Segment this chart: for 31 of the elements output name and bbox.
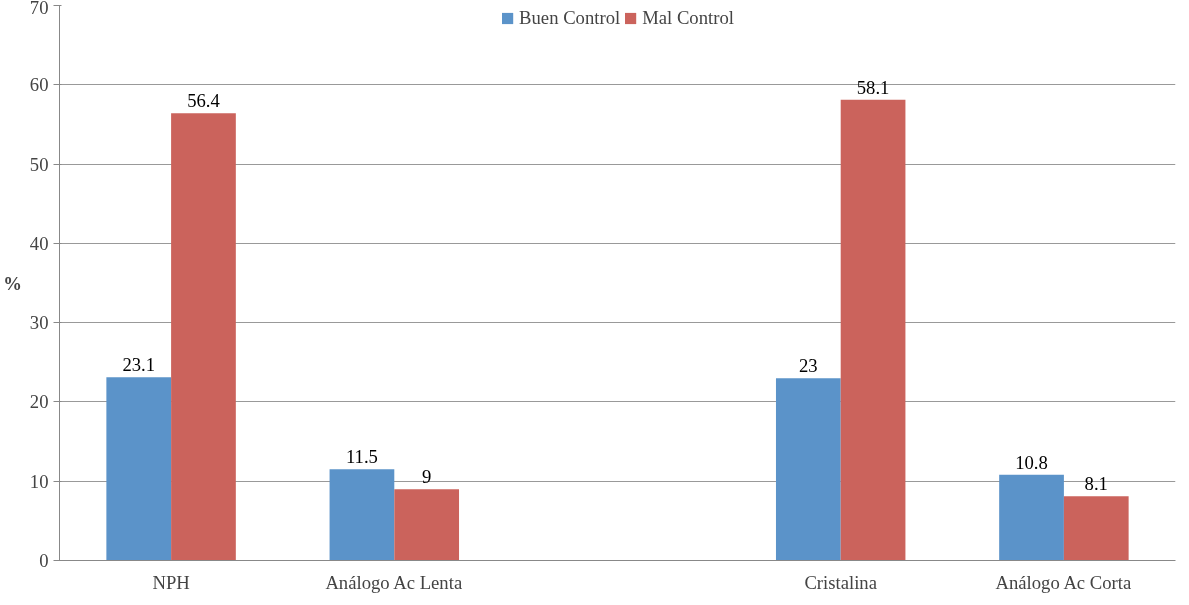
data-label: 58.1 [856, 76, 890, 98]
bar [329, 469, 395, 561]
data-label: 56.4 [187, 90, 221, 112]
bar [394, 489, 460, 561]
data-label: 11.5 [345, 446, 378, 468]
y-tick-label: 30 [29, 312, 49, 334]
data-label: 10.8 [1015, 451, 1048, 473]
y-tick-label: 10 [29, 470, 49, 492]
x-tick-label: Cristalina [804, 571, 878, 593]
bar [1063, 496, 1129, 561]
y-axis-title: % [3, 272, 22, 294]
y-tick-label: 70 [29, 0, 49, 18]
data-label: 8.1 [1084, 473, 1108, 495]
bar [999, 474, 1064, 561]
y-tick-label: 0 [39, 550, 49, 571]
bar [840, 99, 906, 561]
x-tick-label: Análogo Ac Corta [995, 571, 1132, 593]
data-label: 23.1 [122, 354, 156, 376]
data-label: 9 [422, 466, 432, 488]
x-tick-label: NPH [152, 571, 190, 593]
legend-label: Mal Control [642, 7, 734, 29]
legend-label: Buen Control [519, 7, 621, 29]
y-tick-label: 40 [29, 232, 49, 254]
bar [775, 378, 841, 561]
y-tick-label: 20 [29, 391, 49, 413]
x-tick-label: Análogo Ac Lenta [325, 571, 463, 593]
bar [171, 113, 236, 561]
y-tick-label: 50 [29, 153, 49, 175]
bar [106, 377, 172, 561]
data-label: 23 [799, 355, 818, 377]
y-tick-label: 60 [29, 74, 49, 96]
